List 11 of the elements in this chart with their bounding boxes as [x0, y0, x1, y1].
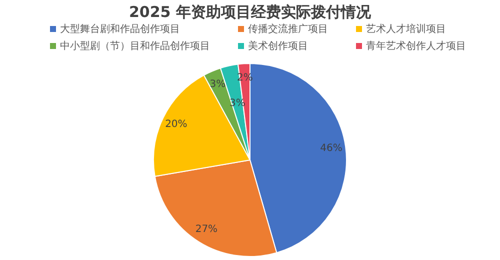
legend-label: 美术创作项目	[248, 40, 308, 53]
data-label: 27%	[195, 224, 218, 236]
legend-label: 艺术人才培训项目	[366, 22, 446, 36]
data-label: 46%	[320, 143, 342, 154]
legend-label: 青年艺术创作人才项目	[366, 40, 466, 53]
data-label: 3%	[210, 79, 226, 90]
legend-label: 大型舞台剧和作品创作项目	[60, 22, 180, 36]
legend-label: 中小型剧（节）目和作品创作项目	[60, 40, 210, 53]
chart-title: 2025 年资助项目经费实际拨付情况	[128, 3, 372, 22]
legend-label: 传播交流推广项目	[248, 22, 328, 36]
data-label: 20%	[165, 118, 188, 130]
